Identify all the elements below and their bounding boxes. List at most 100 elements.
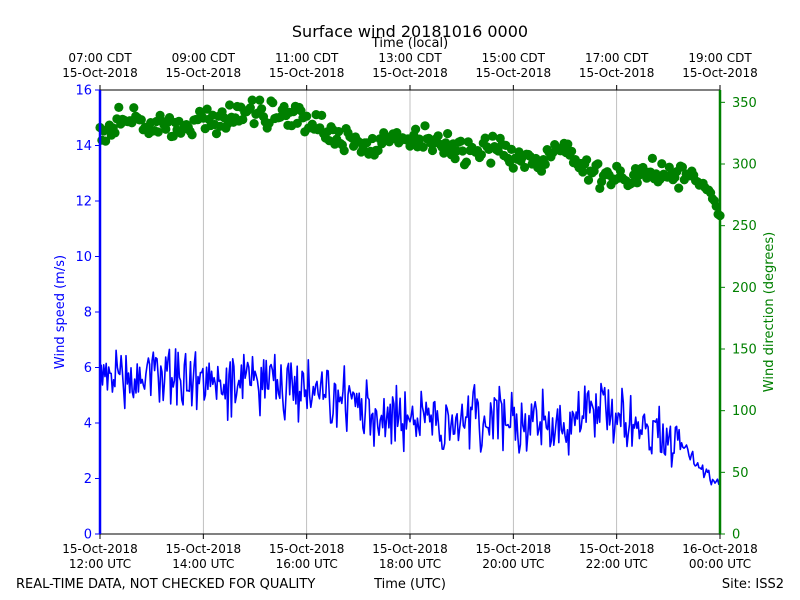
top-tick-time: 17:00 CDT — [585, 51, 649, 65]
wind-direction-point — [302, 111, 312, 121]
wind-direction-point — [268, 98, 278, 108]
wind-direction-point — [582, 155, 592, 165]
wind-direction-point — [249, 119, 259, 129]
bottom-tick-date: 15-Oct-2018 — [62, 542, 138, 556]
bottom-tick-time: 12:00 UTC — [69, 557, 131, 571]
wind-direction-point — [255, 95, 265, 105]
wind-direction-point — [225, 100, 235, 110]
wind-direction-point — [414, 134, 424, 144]
wind-direction-point — [664, 162, 674, 172]
top-axis-label: Time (local) — [371, 36, 448, 51]
wind-direction-point — [578, 167, 588, 177]
top-tick-time: 07:00 CDT — [68, 51, 132, 65]
top-tick-date: 15-Oct-2018 — [579, 66, 655, 80]
wind-direction-point — [367, 133, 377, 144]
bottom-tick-time: 14:00 UTC — [172, 557, 234, 571]
left-tick-label: 0 — [84, 528, 92, 543]
left-tick-label: 16 — [75, 84, 92, 99]
top-tick-date: 15-Oct-2018 — [476, 66, 552, 80]
top-tick-time: 09:00 CDT — [172, 51, 236, 65]
top-tick-time: 19:00 CDT — [688, 51, 752, 65]
wind-direction-point — [245, 103, 255, 113]
wind-direction-point — [296, 106, 306, 116]
wind-direction-point — [674, 183, 684, 193]
right-tick-label: 350 — [732, 96, 757, 111]
wind-direction-point — [161, 124, 171, 134]
right-tick-label: 200 — [732, 281, 757, 296]
wind-direction-point — [711, 201, 721, 211]
wind-direction-point — [536, 166, 547, 176]
wind-direction-point — [279, 101, 289, 112]
left-tick-label: 4 — [84, 417, 92, 432]
footer-site: Site: ISS2 — [722, 577, 784, 592]
wind-direction-point — [593, 159, 603, 169]
right-tick-label: 300 — [732, 158, 757, 173]
wind-direction-point — [540, 159, 550, 169]
wind-direction-point — [458, 146, 468, 156]
bottom-tick-time: 20:00 UTC — [482, 557, 544, 571]
wind-direction-point — [480, 133, 490, 143]
left-tick-label: 12 — [75, 195, 92, 210]
wind-direction-point — [443, 129, 453, 139]
top-tick-date: 15-Oct-2018 — [166, 66, 242, 80]
wind-direction-point — [110, 128, 120, 138]
wind-direction-point — [427, 145, 438, 156]
right-axis-label: Wind direction (degrees) — [762, 232, 777, 392]
wind-direction-point — [136, 115, 146, 125]
wind-direction-point — [257, 104, 267, 114]
right-axis-ticks: 0 50 100 150 200 250 300 350 — [720, 96, 757, 543]
left-tick-label: 6 — [84, 361, 92, 376]
wind-direction-point — [317, 110, 327, 120]
wind-direction-point — [418, 142, 428, 152]
wind-direction-point — [129, 103, 139, 113]
left-axis-label: Wind speed (m/s) — [53, 255, 68, 369]
wind-direction-point — [101, 136, 111, 146]
x-axis-label: Time (UTC) — [373, 577, 446, 592]
left-tick-label: 10 — [75, 250, 92, 265]
right-tick-label: 0 — [732, 528, 740, 543]
left-tick-label: 8 — [84, 306, 92, 321]
wind-direction-point — [238, 114, 248, 125]
right-tick-label: 50 — [732, 466, 749, 481]
left-axis-ticks: 0 2 4 6 8 10 12 14 16 — [75, 84, 100, 543]
grid-lines — [202, 90, 618, 534]
top-tick-time: 11:00 CDT — [275, 51, 339, 65]
wind-speed-series — [99, 348, 721, 486]
top-tick-date: 15-Oct-2018 — [372, 66, 448, 80]
bottom-tick-date: 16-Oct-2018 — [682, 542, 758, 556]
wind-direction-point — [520, 162, 530, 172]
wind-direction-point — [486, 158, 496, 168]
top-tick-time: 15:00 CDT — [482, 51, 546, 65]
wind-direction-point — [202, 104, 212, 114]
wind-direction-point — [657, 159, 667, 169]
wind-direction-point — [153, 127, 163, 137]
left-tick-label: 2 — [84, 472, 92, 487]
wind-direction-point — [420, 121, 430, 131]
right-tick-label: 250 — [732, 219, 757, 234]
wind-direction-point — [114, 102, 124, 112]
left-tick-label: 14 — [75, 139, 92, 154]
bottom-tick-date: 15-Oct-2018 — [372, 542, 448, 556]
wind-direction-point — [567, 146, 577, 156]
wind-direction-point — [373, 145, 383, 156]
top-tick-date: 15-Oct-2018 — [269, 66, 345, 80]
wind-direction-point — [187, 130, 197, 140]
bottom-tick-date: 15-Oct-2018 — [579, 542, 655, 556]
right-tick-label: 150 — [732, 343, 757, 358]
wind-direction-point — [247, 95, 257, 105]
wind-direction-point — [433, 131, 443, 141]
right-tick-label: 100 — [732, 404, 757, 419]
wind-direction-point — [615, 166, 626, 176]
bottom-tick-date: 15-Oct-2018 — [269, 542, 345, 556]
bottom-tick-date: 15-Oct-2018 — [166, 542, 242, 556]
wind-direction-point — [456, 136, 466, 146]
wind-direction-point — [632, 178, 642, 188]
wind-direction-point — [450, 154, 460, 164]
bottom-tick-time: 22:00 UTC — [586, 557, 648, 571]
wind-direction-point — [411, 124, 421, 134]
bottom-tick-time: 18:00 UTC — [379, 557, 441, 571]
wind-speed-line — [99, 348, 721, 486]
